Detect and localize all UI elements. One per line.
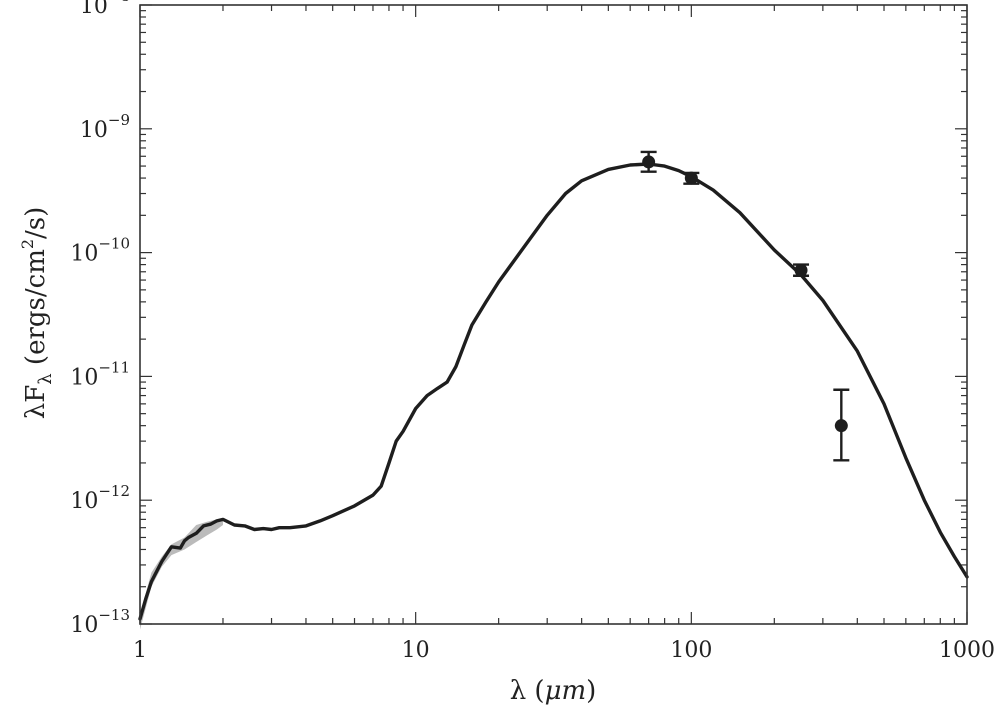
y-tick-label: 10−13 bbox=[70, 606, 130, 638]
x-tick-label: 1 bbox=[133, 638, 147, 663]
y-axis-title-sup: 2 bbox=[18, 239, 37, 249]
y-axis-title: λFλ (ergs/cm2/s) bbox=[18, 207, 56, 420]
tick-labels: 1 10 100 1000 10−13 10−12 10−11 10−10 10−9 10−8 bbox=[70, 0, 995, 663]
x-axis-title-prefix: λ ( bbox=[510, 676, 545, 706]
x-axis-title-unit: μm bbox=[545, 676, 587, 706]
y-axis-title-units: (ergs/cm bbox=[21, 249, 51, 373]
observed-points-layer bbox=[640, 150, 850, 462]
y-tick-label: 10−10 bbox=[70, 235, 130, 267]
x-tick-label: 1000 bbox=[939, 638, 995, 663]
x-tick-label: 10 bbox=[402, 638, 430, 663]
y-axis-title-main: λF bbox=[21, 385, 51, 420]
model-range-band bbox=[140, 518, 223, 630]
tick-marks bbox=[139, 4, 968, 625]
y-tick-label: 10−12 bbox=[70, 482, 130, 514]
y-tick-label: 10−8 bbox=[80, 0, 130, 19]
y-tick-label: 10−9 bbox=[80, 111, 130, 143]
x-axis-title: λ (μm) bbox=[510, 676, 597, 706]
data-point bbox=[794, 263, 808, 277]
data-point bbox=[684, 171, 698, 185]
model-curve-layer bbox=[138, 162, 969, 621]
x-axis-title-suffix: ) bbox=[586, 676, 596, 706]
x-tick-label: 100 bbox=[670, 638, 712, 663]
y-tick-label: 10−11 bbox=[70, 358, 130, 390]
plot-frame bbox=[139, 4, 968, 625]
data-point bbox=[642, 155, 656, 169]
y-axis-title-units-end: /s) bbox=[21, 207, 51, 239]
y-axis-title-sub: λ bbox=[35, 373, 56, 384]
model-range-band-layer bbox=[140, 518, 223, 630]
model-sed-curve bbox=[138, 162, 969, 621]
data-point bbox=[834, 419, 848, 433]
